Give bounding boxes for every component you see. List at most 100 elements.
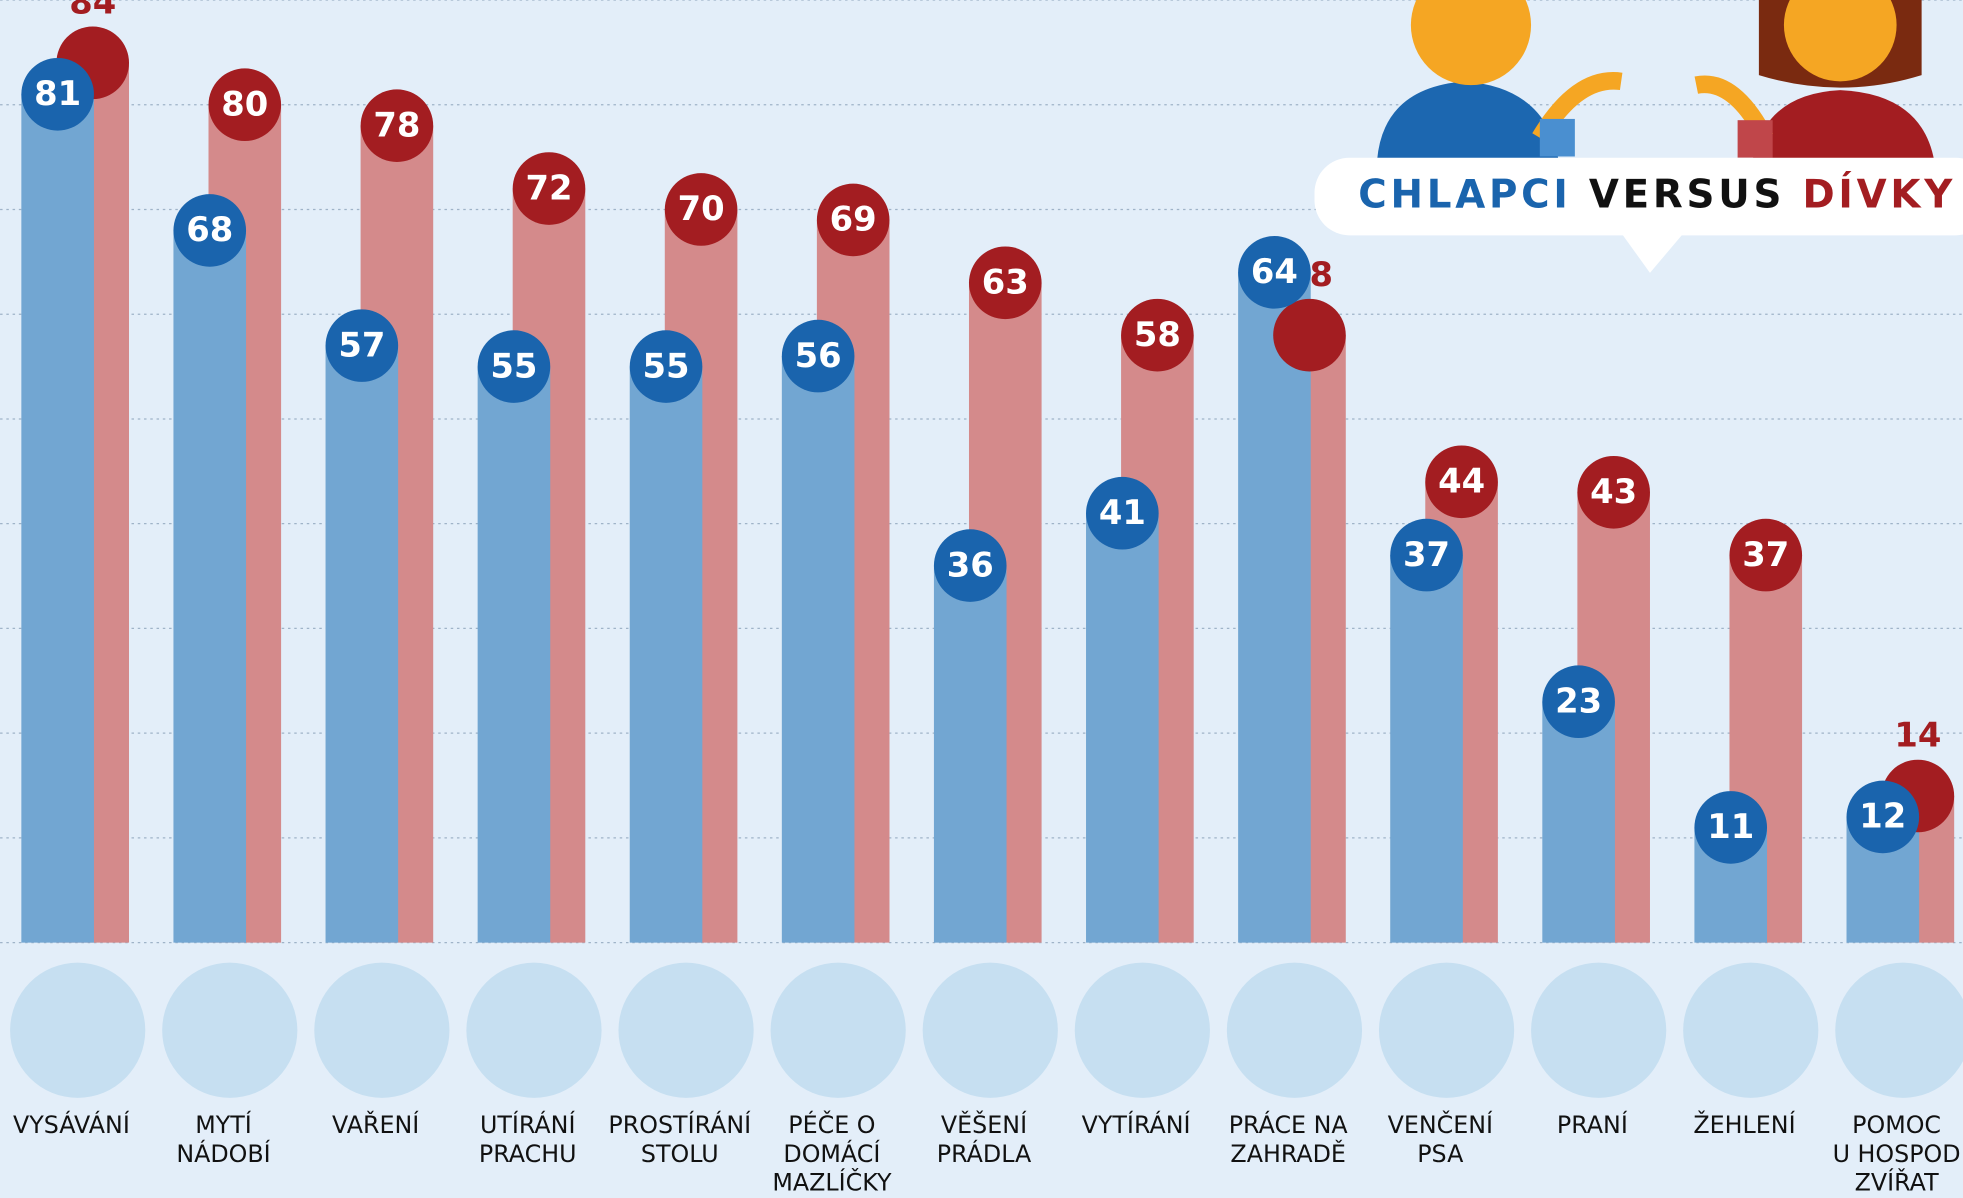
data-label: 58 bbox=[1134, 315, 1181, 354]
chart-title: CHLAPCI VERSUS DÍVKY (%) bbox=[1358, 170, 1963, 217]
category-icon bbox=[162, 962, 298, 1098]
x-tick-label: VAŘENÍ bbox=[332, 1111, 419, 1139]
bar bbox=[1390, 555, 1463, 943]
bar bbox=[629, 366, 703, 943]
x-tick-label: PRANÍ bbox=[1557, 1111, 1628, 1139]
data-label: 55 bbox=[490, 346, 537, 385]
category-icon bbox=[1226, 962, 1363, 1098]
x-tick-label: DOMÁCÍ bbox=[783, 1140, 880, 1168]
category-icon bbox=[922, 962, 1058, 1098]
data-label: 37 bbox=[1742, 535, 1789, 574]
data-label: 78 bbox=[373, 105, 420, 144]
value-badge bbox=[360, 89, 434, 162]
data-label: 44 bbox=[1438, 462, 1485, 501]
category-icon bbox=[10, 962, 146, 1098]
value-badge bbox=[629, 330, 703, 403]
data-label: 84 bbox=[69, 0, 116, 22]
data-label: 41 bbox=[1099, 493, 1146, 532]
value-badge bbox=[21, 57, 94, 131]
x-tick-label: PSA bbox=[1417, 1140, 1464, 1168]
data-label: 81 bbox=[34, 74, 81, 113]
category-icon bbox=[770, 962, 906, 1098]
x-tick-label: MAZLÍČKY bbox=[772, 1169, 892, 1197]
title-part: VERSUS bbox=[1589, 172, 1785, 217]
bar bbox=[325, 345, 399, 943]
x-tick-label: POMOC bbox=[1852, 1111, 1941, 1139]
data-label: 64 bbox=[1251, 252, 1298, 291]
value-badge bbox=[1390, 518, 1463, 592]
value-badge bbox=[1238, 236, 1311, 309]
bar bbox=[173, 230, 247, 943]
value-badge bbox=[208, 68, 282, 142]
category-icon bbox=[1531, 962, 1667, 1098]
data-label: 36 bbox=[947, 545, 994, 584]
value-badge bbox=[1086, 476, 1159, 550]
x-tick-label: VYSÁVÁNÍ bbox=[13, 1111, 130, 1139]
category-icon bbox=[1378, 962, 1515, 1098]
value-badge bbox=[1425, 445, 1498, 519]
x-tick-label: VĚŠENÍ bbox=[941, 1111, 1027, 1139]
x-tick-label: ZAHRADĚ bbox=[1230, 1140, 1346, 1168]
value-badge bbox=[1846, 780, 1920, 854]
category-icon bbox=[618, 962, 754, 1098]
x-tick-label: VENČENÍ bbox=[1388, 1111, 1493, 1139]
category-icon bbox=[1074, 962, 1210, 1098]
title-part: CHLAPCI bbox=[1358, 172, 1571, 217]
speech-bubble bbox=[1314, 157, 1963, 273]
bar bbox=[933, 565, 1007, 943]
data-label: 68 bbox=[186, 210, 233, 249]
bar bbox=[1542, 701, 1615, 943]
value-badge bbox=[173, 194, 247, 267]
bar bbox=[1238, 272, 1311, 943]
data-label: 57 bbox=[338, 325, 385, 364]
data-label: 14 bbox=[1894, 716, 1941, 755]
bar bbox=[21, 94, 94, 943]
x-tick-label: VYTÍRÁNÍ bbox=[1082, 1111, 1191, 1139]
x-tick-label: PRACHU bbox=[479, 1140, 577, 1168]
value-badge bbox=[664, 173, 738, 246]
data-label: 55 bbox=[643, 346, 690, 385]
data-label: 12 bbox=[1859, 797, 1906, 836]
data-label: 23 bbox=[1555, 681, 1602, 720]
value-badge bbox=[1729, 518, 1803, 592]
x-tick-label: STOLU bbox=[641, 1140, 719, 1168]
title-part: DÍVKY bbox=[1802, 170, 1956, 217]
value-badge bbox=[968, 246, 1042, 320]
value-badge bbox=[781, 319, 855, 393]
data-label: 63 bbox=[982, 263, 1029, 302]
x-tick-label: PÉČE O bbox=[788, 1111, 875, 1139]
data-label: 37 bbox=[1403, 535, 1450, 574]
x-tick-label: MYTÍ bbox=[195, 1111, 252, 1139]
value-badge bbox=[1121, 298, 1194, 372]
x-tick-label: PROSTÍRÁNÍ bbox=[608, 1111, 751, 1139]
x-tick-label: PRÁDLA bbox=[937, 1140, 1032, 1168]
data-label: 43 bbox=[1590, 472, 1637, 511]
value-badge bbox=[477, 330, 551, 403]
data-label: 72 bbox=[525, 168, 572, 207]
bar bbox=[477, 366, 551, 943]
value-badge bbox=[325, 309, 399, 382]
data-label: 56 bbox=[795, 336, 842, 375]
category-icon bbox=[466, 962, 602, 1098]
category-icon bbox=[1835, 962, 1963, 1098]
value-badge bbox=[1694, 791, 1768, 864]
x-tick-label: UTÍRÁNÍ bbox=[480, 1111, 576, 1139]
x-tick-label: PRÁCE NA bbox=[1229, 1111, 1349, 1139]
value-badge bbox=[1273, 298, 1346, 372]
data-label: 70 bbox=[678, 189, 725, 228]
category-icon bbox=[314, 962, 450, 1098]
x-tick-label: NÁDOBÍ bbox=[176, 1140, 270, 1168]
data-label: 80 bbox=[221, 84, 268, 123]
data-label: 69 bbox=[830, 200, 877, 239]
bar bbox=[781, 356, 855, 943]
value-badge bbox=[816, 183, 890, 257]
bar bbox=[1086, 513, 1159, 943]
x-tick-label: ZVÍŘAT bbox=[1855, 1169, 1940, 1197]
x-tick-label: ŽEHLENÍ bbox=[1693, 1111, 1795, 1139]
value-badge bbox=[1542, 665, 1615, 739]
x-tick-label: U HOSPOD bbox=[1833, 1140, 1961, 1168]
value-badge bbox=[1577, 455, 1650, 529]
illustration bbox=[1377, 0, 1935, 161]
